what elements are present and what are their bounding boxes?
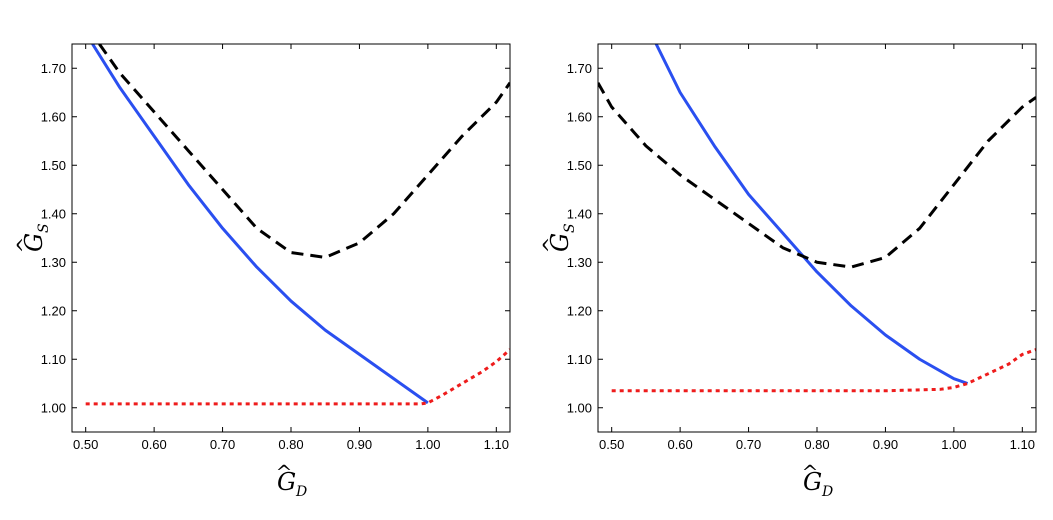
- x-axis-letter: G: [277, 468, 296, 496]
- y-tick-label: 1.10: [41, 352, 66, 367]
- y-axis-subscript: S: [562, 223, 578, 233]
- x-tick-label: 1.10: [1010, 437, 1035, 452]
- y-tick-label: 1.00: [567, 400, 592, 415]
- series-dotted-red-line: [85, 348, 510, 406]
- y-tick-label: 1.70: [567, 61, 592, 76]
- x-tick-label: 1.00: [941, 437, 966, 452]
- x-tick-label: 0.50: [599, 437, 624, 452]
- x-tick-label: 0.70: [210, 437, 235, 452]
- y-tick-label: 1.50: [41, 158, 66, 173]
- y-axis-label: G^S: [538, 223, 578, 253]
- y-tick-label: 1.60: [567, 109, 592, 124]
- x-tick-label: 1.10: [484, 437, 509, 452]
- x-tick-label: 0.60: [667, 437, 692, 452]
- x-axis-subscript: D: [821, 484, 833, 500]
- y-axis-letter: G: [546, 233, 574, 252]
- y-tick-label: 1.60: [41, 109, 66, 124]
- series-solid-blue-line: [654, 44, 969, 385]
- y-axis-hat: ^: [12, 237, 36, 254]
- y-axis-hat: ^: [538, 237, 562, 254]
- y-axis-subscript: S: [36, 223, 52, 233]
- right-panel: 0.50 0.60 0.70 0.80 0.90 1.00 1.10 1.00 1.10 1.20…: [538, 43, 1037, 500]
- x-tick-label: 0.80: [804, 437, 829, 452]
- y-tick-label: 1.70: [41, 61, 66, 76]
- series-solid-blue-line: [91, 44, 429, 405]
- x-tick-label: 0.50: [73, 437, 98, 452]
- x-axis-letter: G: [803, 468, 822, 496]
- y-axis-label: G^S: [12, 223, 52, 253]
- x-tick-label: 0.70: [736, 437, 761, 452]
- y-tick-label: 1.10: [567, 352, 592, 367]
- y-tick-label: 1.40: [41, 206, 66, 221]
- x-tick-label: 0.60: [141, 437, 166, 452]
- x-axis-label: G^D: [276, 460, 308, 500]
- x-axis-label: G^D: [802, 460, 834, 500]
- plot-frame: [71, 43, 511, 433]
- y-axis-letter: G: [20, 233, 48, 252]
- x-axis-hat: ^: [802, 460, 819, 484]
- y-tick-label: 1.20: [567, 303, 592, 318]
- plot-frame: [597, 43, 1037, 433]
- series-dashed-black-line: [598, 82, 1036, 269]
- x-axis-hat: ^: [276, 460, 293, 484]
- x-tick-label: 0.90: [347, 437, 372, 452]
- y-tick-label: 1.50: [567, 158, 592, 173]
- x-tick-label: 0.80: [278, 437, 303, 452]
- x-tick-label: 1.00: [415, 437, 440, 452]
- y-tick-label: 1.30: [41, 255, 66, 270]
- y-tick-label: 1.20: [41, 303, 66, 318]
- y-tick-label: 1.40: [567, 206, 592, 221]
- y-tick-label: 1.00: [41, 400, 66, 415]
- series-dashed-black-line: [98, 44, 510, 259]
- x-tick-label: 0.90: [873, 437, 898, 452]
- left-panel: 0.50 0.60 0.70 0.80 0.90 1.00 1.10 1.00 1.10 1.20…: [12, 43, 511, 500]
- series-dotted-red-line: [611, 348, 1036, 393]
- x-axis-subscript: D: [295, 484, 307, 500]
- y-tick-label: 1.30: [567, 255, 592, 270]
